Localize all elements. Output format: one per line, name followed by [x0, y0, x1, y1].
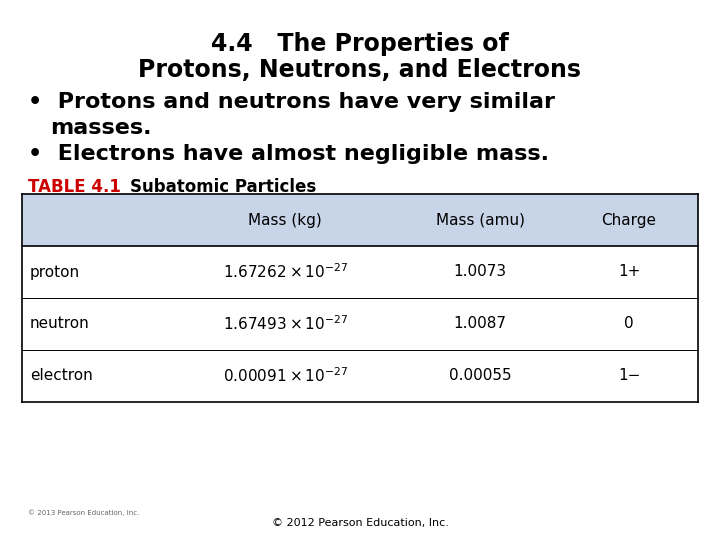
Text: Protons, Neutrons, and Electrons: Protons, Neutrons, and Electrons	[138, 58, 582, 82]
Text: 0: 0	[624, 316, 634, 332]
Text: © 2012 Pearson Education, Inc.: © 2012 Pearson Education, Inc.	[271, 518, 449, 528]
Text: $0.00091 \times 10^{-27}$: $0.00091 \times 10^{-27}$	[222, 367, 348, 386]
Text: TABLE 4.1: TABLE 4.1	[28, 178, 121, 196]
Text: proton: proton	[30, 265, 80, 280]
FancyBboxPatch shape	[22, 194, 698, 246]
Text: 0.00055: 0.00055	[449, 368, 511, 383]
Text: © 2013 Pearson Education, Inc.: © 2013 Pearson Education, Inc.	[28, 509, 140, 516]
Text: 1.0073: 1.0073	[454, 265, 507, 280]
Text: •  Electrons have almost negligible mass.: • Electrons have almost negligible mass.	[28, 144, 549, 164]
Text: Mass (kg): Mass (kg)	[248, 213, 322, 227]
Text: masses.: masses.	[50, 118, 151, 138]
Text: Charge: Charge	[601, 213, 657, 227]
Text: 1+: 1+	[618, 265, 640, 280]
Text: electron: electron	[30, 368, 93, 383]
Text: 4.4   The Properties of: 4.4 The Properties of	[211, 32, 509, 56]
Text: 1−: 1−	[618, 368, 640, 383]
Text: $1.67262 \times 10^{-27}$: $1.67262 \times 10^{-27}$	[222, 262, 348, 281]
Text: •  Protons and neutrons have very similar: • Protons and neutrons have very similar	[28, 92, 555, 112]
Text: Mass (amu): Mass (amu)	[436, 213, 524, 227]
Text: 1.0087: 1.0087	[454, 316, 506, 332]
Text: Subatomic Particles: Subatomic Particles	[130, 178, 316, 196]
Text: neutron: neutron	[30, 316, 90, 332]
Text: $1.67493 \times 10^{-27}$: $1.67493 \times 10^{-27}$	[222, 315, 348, 333]
